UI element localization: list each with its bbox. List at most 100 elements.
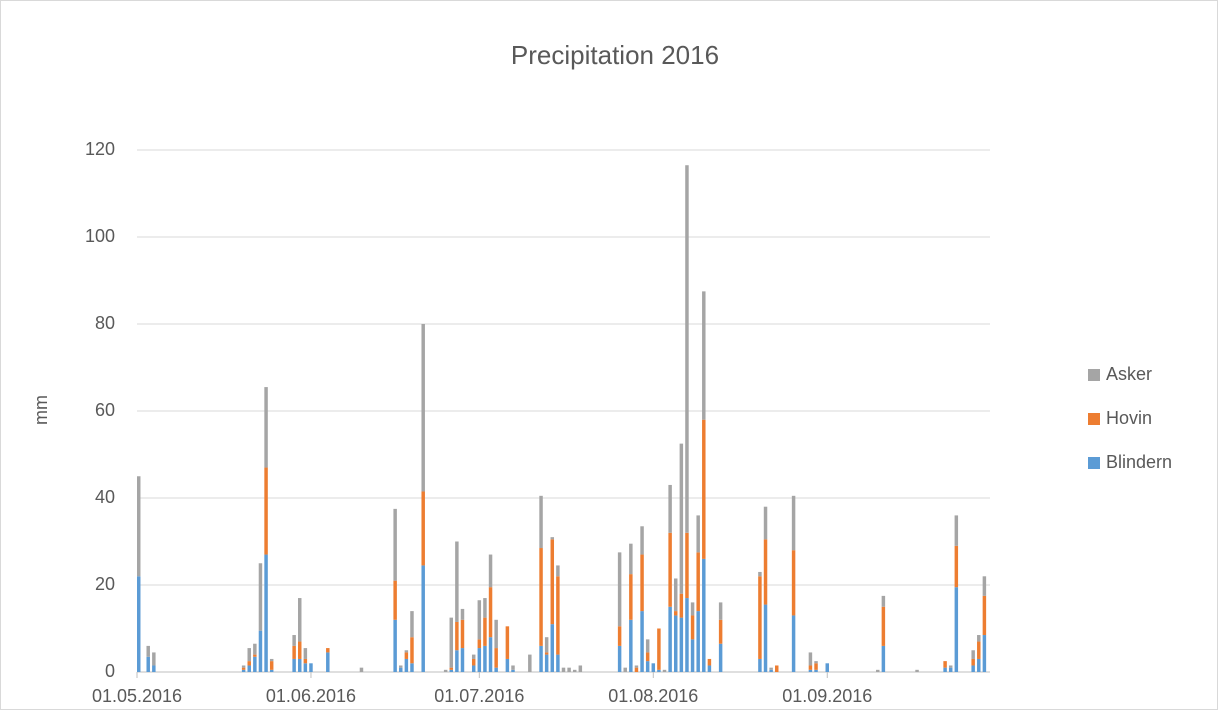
- bar-segment: [471, 658, 476, 666]
- bar-segment: [769, 669, 773, 672]
- legend-swatch: [1088, 413, 1100, 425]
- bar-segment: [152, 652, 156, 666]
- bar-segment: [696, 611, 700, 672]
- bar-segment: [702, 419, 706, 559]
- bar-segment: [814, 661, 818, 664]
- bar-segment: [578, 665, 583, 672]
- bar-segment: [707, 665, 712, 672]
- bar-segment: [791, 495, 796, 551]
- bar-segment: [488, 554, 493, 588]
- bar-segment: [298, 641, 302, 659]
- bar-segment: [763, 539, 768, 605]
- legend-swatch: [1088, 369, 1100, 381]
- bar-segment: [404, 652, 409, 659]
- bar-segment: [640, 554, 644, 612]
- x-tick-label: 01.07.2016: [434, 686, 524, 706]
- bar-segment: [494, 619, 498, 649]
- bar-segment: [303, 648, 308, 659]
- bar-segment: [258, 630, 263, 672]
- bar-segment: [511, 665, 515, 670]
- bar-segment: [146, 645, 150, 657]
- bar-segment: [977, 635, 981, 642]
- bar-segment: [460, 608, 465, 620]
- legend-label: Blindern: [1106, 452, 1172, 472]
- bar-segment: [152, 665, 156, 672]
- bar-segment: [393, 580, 397, 620]
- bar-segment: [253, 654, 257, 657]
- bar-segment: [640, 611, 644, 672]
- bar-segment: [471, 654, 476, 659]
- bar-segment: [954, 587, 959, 672]
- bar-segment: [477, 600, 482, 640]
- bar-segment: [629, 619, 633, 672]
- legend-label: Hovin: [1106, 408, 1152, 428]
- bar-segment: [971, 658, 975, 666]
- bar-segment: [550, 537, 555, 540]
- bar-segment: [645, 661, 650, 672]
- y-axis-label: mm: [31, 395, 51, 425]
- bar-segment: [258, 563, 263, 631]
- bar-segment: [556, 654, 560, 672]
- bar-segment: [247, 665, 251, 672]
- bar-segment: [449, 667, 454, 670]
- bar-segment: [696, 552, 700, 612]
- bar-segment: [702, 558, 706, 672]
- bar-segment: [758, 658, 762, 672]
- bar-segment: [572, 669, 577, 672]
- bar-segment: [292, 658, 296, 672]
- bar-segment: [567, 667, 571, 672]
- bar-segment: [550, 539, 555, 625]
- bar-segment: [303, 658, 308, 664]
- bar-segment: [690, 615, 695, 640]
- bar-segment: [269, 669, 274, 672]
- bar-segment: [556, 576, 560, 655]
- bar-segment: [758, 576, 762, 659]
- bar-segment: [668, 532, 672, 607]
- bar-segment: [702, 291, 706, 420]
- bar-segment: [421, 491, 425, 566]
- bar-segment: [640, 526, 644, 555]
- bar-segment: [662, 669, 667, 672]
- bar-segment: [264, 554, 268, 672]
- bar-segment: [298, 658, 302, 672]
- bar-segment: [657, 669, 661, 672]
- bar-segment: [954, 515, 959, 546]
- x-tick-label: 01.08.2016: [608, 686, 698, 706]
- bar-segment: [544, 637, 549, 653]
- bar-segment: [241, 665, 246, 668]
- bar-segment: [679, 617, 684, 672]
- bar-segment: [137, 476, 141, 577]
- bar-segment: [943, 667, 947, 672]
- legend-swatch: [1088, 457, 1100, 469]
- bar-segment: [657, 628, 661, 670]
- bar-segment: [421, 324, 425, 492]
- bar-segment: [982, 576, 987, 596]
- bar-segment: [488, 587, 493, 638]
- chart-title: Precipitation 2016: [511, 40, 719, 70]
- bar-segment: [359, 667, 364, 672]
- bar-segment: [825, 663, 829, 672]
- bar-segment: [269, 658, 274, 662]
- y-tick-label: 20: [95, 574, 115, 594]
- bar-segment: [264, 387, 268, 468]
- bar-segment: [617, 552, 622, 627]
- bar-segment: [477, 639, 482, 649]
- y-tick-label: 120: [85, 139, 115, 159]
- bar-segment: [881, 606, 886, 646]
- bar-segment: [455, 541, 459, 622]
- bar-segment: [718, 643, 723, 672]
- bar-segment: [763, 506, 768, 540]
- bar-segment: [617, 626, 622, 646]
- bar-segment: [982, 635, 987, 672]
- bar-segment: [769, 667, 773, 670]
- bar-segment: [404, 650, 409, 653]
- bar-segment: [629, 574, 633, 620]
- bar-segment: [544, 654, 549, 672]
- bar-segment: [511, 669, 515, 672]
- bar-segment: [443, 669, 448, 672]
- bar-segment: [483, 598, 487, 618]
- bar-segment: [808, 669, 813, 672]
- bar-segment: [488, 637, 493, 672]
